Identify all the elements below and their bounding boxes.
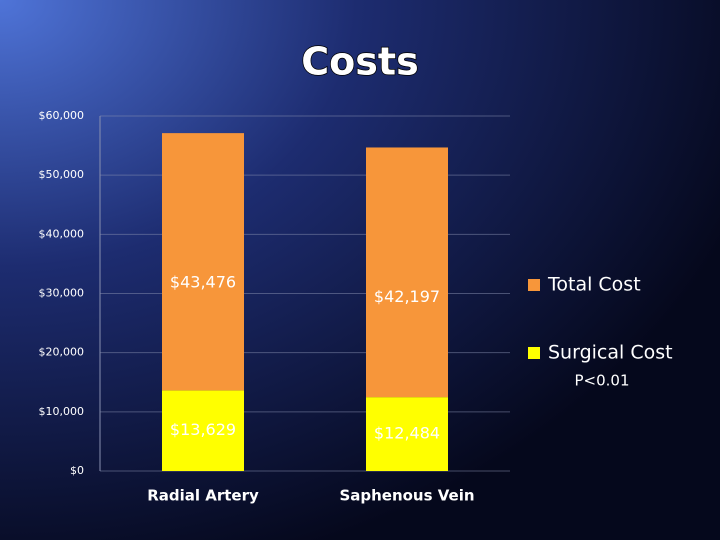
chart-title: Costs [301, 40, 418, 84]
y-tick-label: $30,000 [39, 287, 85, 300]
legend-swatch [528, 347, 540, 359]
annotation: P<0.01 [574, 372, 629, 390]
value-label: $13,629 [170, 420, 236, 439]
bar-segment [162, 390, 244, 471]
bar-segment [366, 397, 448, 471]
legend-swatch [528, 279, 540, 291]
value-label: $43,476 [170, 273, 236, 292]
bar-segment [366, 147, 448, 398]
legend-label: Surgical Cost [548, 342, 673, 364]
y-tick-label: $50,000 [39, 168, 85, 181]
y-tick-label: $40,000 [39, 227, 85, 240]
legend-label: Total Cost [547, 274, 641, 296]
value-label: $42,197 [374, 287, 440, 306]
bar-segment [162, 133, 244, 391]
y-tick-label: $20,000 [39, 346, 85, 359]
y-tick-label: $60,000 [39, 109, 85, 122]
y-tick-label: $0 [70, 464, 84, 477]
x-tick-label: Saphenous Vein [339, 487, 474, 505]
y-tick-label: $10,000 [39, 405, 85, 418]
value-label: $12,484 [374, 424, 440, 443]
x-tick-label: Radial Artery [147, 487, 259, 505]
